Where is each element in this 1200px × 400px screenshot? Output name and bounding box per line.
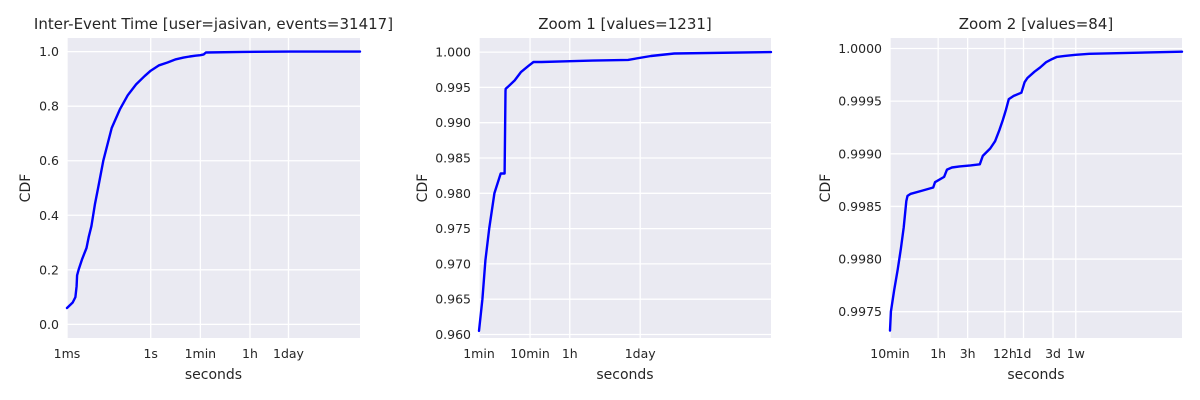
y-tick-label: 0.4 — [39, 208, 59, 223]
x-tick-label: 1w — [1067, 346, 1085, 361]
x-tick-label: 1min — [463, 346, 495, 361]
y-tick-label: 1.000 — [435, 45, 471, 60]
y-tick-label: 0.6 — [39, 153, 59, 168]
x-tick-label: 1h — [242, 346, 258, 361]
y-tick-label: 0.8 — [39, 99, 59, 114]
cdf-line — [477, 50, 773, 333]
x-tick-label: 3h — [960, 346, 976, 361]
chart-title: Inter-Event Time [user=jasivan, events=3… — [34, 15, 393, 33]
cdf-line — [888, 50, 1184, 332]
chart-title: Zoom 2 [values=84] — [959, 15, 1113, 33]
x-tick-label: 1d — [1016, 346, 1032, 361]
y-tick-label: 0.9990 — [838, 146, 882, 161]
x-tick-label: 1day — [273, 346, 305, 361]
y-tick-label: 0.995 — [435, 80, 471, 95]
y-axis-label: CDF — [818, 174, 834, 203]
x-axis-label: seconds — [185, 367, 242, 383]
x-tick-label: 1day — [625, 346, 657, 361]
y-tick-label: 0.9980 — [838, 252, 882, 267]
y-axis-label: CDF — [18, 174, 34, 203]
chart-panel-2: 1min 10min 1h 1day 0.960 0.965 0.970 0.975 0.980… — [415, 15, 773, 383]
cdf-line — [65, 50, 362, 310]
x-tick-label: 1min — [185, 346, 217, 361]
x-tick-label: 1h — [562, 346, 578, 361]
y-tick-label: 0.990 — [435, 115, 471, 130]
plot-area — [479, 38, 771, 338]
plot-area — [67, 38, 360, 338]
y-tick-label: 0.0 — [39, 317, 59, 332]
y-tick-label: 0.975 — [435, 221, 471, 236]
x-axis-label: seconds — [1007, 367, 1064, 383]
x-tick-label: 12h — [993, 346, 1017, 361]
x-tick-label: 3d — [1045, 346, 1061, 361]
y-tick-label: 1.0000 — [838, 41, 882, 56]
y-tick-label: 0.985 — [435, 151, 471, 166]
y-tick-label: 0.9975 — [838, 304, 882, 319]
chart-panel-1: 1ms 1s 1min 1h 1day 0.0 0.2 0.4 0.6 0.8 1.0 Inter-E… — [18, 15, 393, 383]
x-tick-label: 1h — [930, 346, 946, 361]
y-axis-label: CDF — [415, 174, 431, 203]
x-tick-label: 10min — [510, 346, 549, 361]
chart-title: Zoom 1 [values=1231] — [538, 15, 712, 33]
y-tick-label: 0.965 — [435, 292, 471, 307]
y-tick-label: 0.9995 — [838, 94, 882, 109]
y-tick-label: 0.9985 — [838, 199, 882, 214]
y-tick-label: 1.0 — [39, 44, 59, 59]
y-tick-label: 0.980 — [435, 186, 471, 201]
x-tick-label: 1ms — [54, 346, 81, 361]
y-tick-label: 0.2 — [39, 262, 59, 277]
y-tick-label: 0.960 — [435, 327, 471, 342]
y-tick-label: 0.970 — [435, 256, 471, 271]
x-tick-label: 1s — [143, 346, 157, 361]
x-tick-label: 10min — [870, 346, 909, 361]
x-axis-label: seconds — [596, 367, 653, 383]
